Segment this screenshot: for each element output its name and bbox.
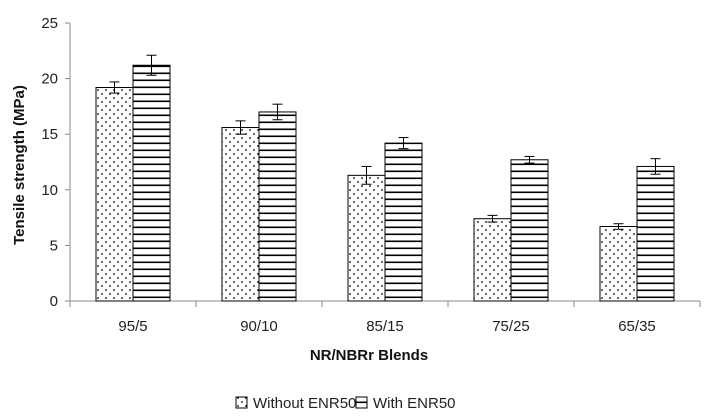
bar (473, 218, 512, 302)
bar (132, 64, 171, 302)
x-axis-title: NR/NBRr Blends (310, 347, 428, 364)
x-tick-label: 95/5 (118, 318, 147, 335)
bar (95, 86, 134, 302)
legend-label: With ENR50 (373, 395, 456, 412)
y-tick-label: 15 (41, 126, 58, 143)
x-tick-label: 85/15 (366, 318, 404, 335)
legend-swatch (355, 396, 368, 409)
bar (384, 142, 423, 302)
error-bars (109, 54, 661, 230)
y-tick-label: 10 (41, 182, 58, 199)
y-tick-labels: 0 5 10 15 20 25 (41, 15, 58, 310)
bar (510, 159, 549, 302)
x-tick-labels: 95/5 90/10 85/15 75/25 65/35 (118, 318, 655, 335)
bar (599, 225, 638, 302)
legend-swatch (235, 396, 248, 409)
y-axis-title: Tensile strength (MPa) (11, 85, 28, 245)
x-tick-label: 75/25 (492, 318, 530, 335)
y-tick-label: 25 (41, 15, 58, 32)
y-tick-label: 0 (50, 293, 58, 310)
legend: Without ENR50 With ENR50 (235, 395, 456, 412)
x-tick-label: 65/35 (618, 318, 656, 335)
bars (95, 64, 675, 302)
bar (347, 174, 386, 302)
legend-label: Without ENR50 (253, 395, 356, 412)
bar (258, 111, 297, 302)
bar (636, 165, 675, 302)
y-tick-label: 5 (50, 237, 58, 254)
y-tick-label: 20 (41, 71, 58, 88)
x-tick-label: 90/10 (240, 318, 278, 335)
x-axis (69, 300, 701, 307)
y-axis (65, 22, 71, 302)
bar (221, 127, 260, 302)
